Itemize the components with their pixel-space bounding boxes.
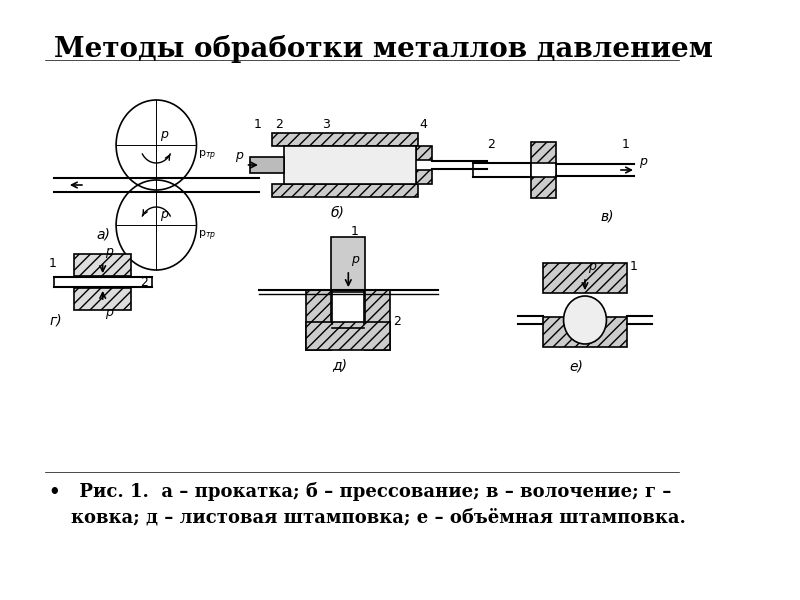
Bar <box>306 290 331 350</box>
Text: 1: 1 <box>622 138 629 151</box>
Text: 3: 3 <box>322 118 330 131</box>
Text: г): г) <box>49 314 62 328</box>
Bar <box>284 146 416 184</box>
Text: 2: 2 <box>487 138 495 151</box>
Text: е): е) <box>569 360 583 374</box>
Text: 1: 1 <box>254 118 261 131</box>
Text: Методы обработки металлов давлением: Методы обработки металлов давлением <box>54 35 713 63</box>
Bar <box>416 170 432 184</box>
Text: р: р <box>160 128 168 141</box>
Circle shape <box>563 296 606 344</box>
Text: р$_{тр}$: р$_{тр}$ <box>198 229 217 244</box>
Text: р$_{тр}$: р$_{тр}$ <box>198 149 217 163</box>
Bar <box>366 290 390 350</box>
Text: 2: 2 <box>140 275 148 289</box>
Bar <box>250 157 284 173</box>
Text: ковка; д – листовая штамповка; е – объёмная штамповка.: ковка; д – листовая штамповка; е – объём… <box>71 508 686 526</box>
Text: б): б) <box>330 205 344 219</box>
Text: р: р <box>588 260 595 273</box>
Text: 1: 1 <box>49 257 57 270</box>
Text: 1: 1 <box>351 225 359 238</box>
Text: 4: 4 <box>419 118 427 131</box>
Bar <box>74 254 131 276</box>
Text: 2: 2 <box>276 118 283 131</box>
Text: •   Рис. 1.  а – прокатка; б – прессование; в – волочение; г –: • Рис. 1. а – прокатка; б – прессование;… <box>49 482 671 501</box>
Bar <box>542 317 627 347</box>
Bar <box>531 142 557 198</box>
Text: р: р <box>235 149 243 162</box>
Bar <box>273 133 418 146</box>
Bar <box>331 237 366 292</box>
Text: р: р <box>106 245 114 258</box>
Text: р: р <box>160 208 168 221</box>
Bar <box>306 322 390 350</box>
Text: р: р <box>351 253 359 266</box>
Text: в): в) <box>600 210 614 224</box>
Bar <box>531 163 557 177</box>
Bar <box>542 263 627 293</box>
Text: р: р <box>106 306 114 319</box>
Text: р: р <box>638 155 646 168</box>
Text: а): а) <box>97 228 110 242</box>
Bar <box>273 184 418 197</box>
Text: 1: 1 <box>630 260 638 273</box>
Text: д): д) <box>332 358 347 372</box>
Bar <box>74 288 131 310</box>
Text: 2: 2 <box>393 315 401 328</box>
Bar <box>416 146 432 160</box>
